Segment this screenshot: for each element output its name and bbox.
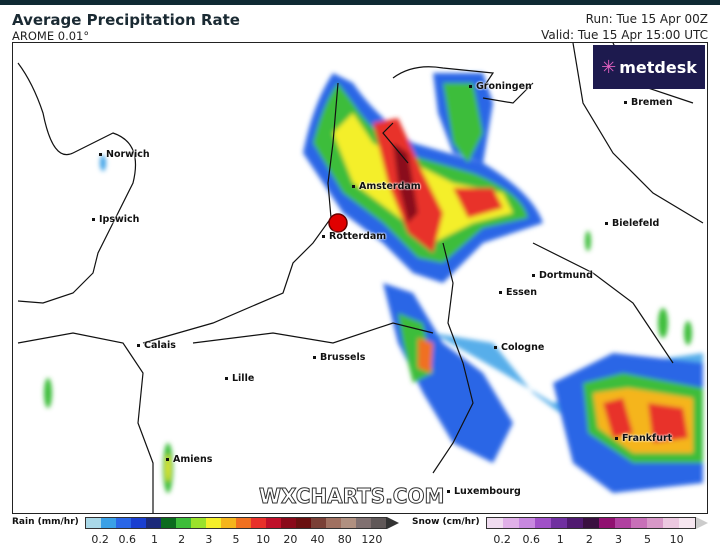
- colorbar-swatch: [535, 518, 551, 528]
- colorbar-swatch: [599, 518, 615, 528]
- tick-label: 2: [178, 533, 186, 546]
- colorbar-swatch: [341, 518, 356, 528]
- city-label: Luxembourg: [447, 486, 521, 497]
- city-label: Amiens: [166, 454, 212, 465]
- colorbar-swatch: [503, 518, 519, 528]
- colorbar-swatch: [311, 518, 326, 528]
- city-label: Dortmund: [532, 270, 593, 281]
- city-label: Amsterdam: [352, 181, 421, 192]
- tick-label: 3: [205, 533, 213, 546]
- city-label: Cologne: [494, 342, 544, 353]
- colorbar-swatch: [206, 518, 221, 528]
- location-marker: [328, 213, 348, 233]
- precip-field: [44, 73, 703, 493]
- watermark: WXCHARTS.COM: [258, 484, 445, 509]
- city-label: Essen: [499, 287, 537, 298]
- tick-label: 1: [150, 533, 158, 546]
- city-label: Brussels: [313, 352, 365, 363]
- tick-label: 80: [337, 533, 352, 546]
- tick-label: 1: [556, 533, 564, 546]
- tick-label: 0.6: [522, 533, 540, 546]
- colorbar-swatch: [296, 518, 311, 528]
- precipitation-map[interactable]: Groningen Bremen Norwich Amsterdam Ipswi…: [12, 42, 708, 514]
- tick-label: 0.6: [118, 533, 137, 546]
- rain-legend-label: Rain (mm/hr): [12, 517, 79, 527]
- city-label: Norwich: [99, 149, 150, 160]
- colorbar-swatch: [487, 518, 503, 528]
- tick-label: 0.2: [493, 533, 511, 546]
- snow-colorbar-arrow-icon: [696, 517, 708, 529]
- metdesk-logo: ✳ metdesk: [593, 45, 705, 89]
- colorbar-swatch: [221, 518, 236, 528]
- colorbar-swatch: [663, 518, 679, 528]
- colorbar-swatch: [583, 518, 599, 528]
- colorbar-swatch: [266, 518, 281, 528]
- colorbar-swatch: [236, 518, 251, 528]
- colorbar-swatch: [679, 518, 695, 528]
- colorbar-swatch: [615, 518, 631, 528]
- city-label: Frankfurt: [615, 433, 672, 444]
- tick-label: 120: [361, 533, 383, 546]
- colorbar-swatch: [191, 518, 206, 528]
- coastlines: [17, 43, 704, 513]
- colorbar-swatch: [131, 518, 146, 528]
- tick-label: 5: [644, 533, 652, 546]
- map-canvas: [17, 43, 704, 513]
- chart-title: Average Precipitation Rate: [12, 11, 240, 29]
- tick-label: 5: [232, 533, 240, 546]
- colorbar-swatch: [647, 518, 663, 528]
- colorbar-swatch: [356, 518, 371, 528]
- city-label: Bielefeld: [605, 218, 659, 229]
- colorbar-swatch: [101, 518, 116, 528]
- city-label: Bremen: [624, 97, 672, 108]
- colorbar-swatch: [519, 518, 535, 528]
- city-label: Calais: [137, 340, 176, 351]
- logo-text: metdesk: [619, 57, 697, 77]
- colorbar-swatch: [631, 518, 647, 528]
- colorbar-swatch: [176, 518, 191, 528]
- colorbar-swatch: [567, 518, 583, 528]
- colorbar-swatch: [281, 518, 296, 528]
- snow-colorbar: [486, 517, 696, 529]
- valid-time: Valid: Tue 15 Apr 15:00 UTC: [541, 28, 708, 42]
- logo-star-icon: ✳: [601, 56, 617, 78]
- tick-label: 3: [614, 533, 622, 546]
- colorbar-swatch: [161, 518, 176, 528]
- city-label: Rotterdam: [322, 231, 386, 242]
- colorbar-swatch: [326, 518, 341, 528]
- tick-label: 10: [669, 533, 684, 546]
- colorbar-swatch: [251, 518, 266, 528]
- rain-colorbar: [85, 517, 387, 529]
- tick-label: 0.2: [91, 533, 109, 546]
- run-time: Run: Tue 15 Apr 00Z: [585, 12, 708, 26]
- colorbar-swatch: [86, 518, 101, 528]
- rain-colorbar-arrow-icon: [387, 517, 399, 529]
- tick-label: 2: [585, 533, 593, 546]
- tick-label: 10: [256, 533, 271, 546]
- snow-legend-label: Snow (cm/hr): [412, 517, 480, 527]
- city-label: Lille: [225, 373, 254, 384]
- colorbar-swatch: [146, 518, 161, 528]
- colorbar-swatch: [371, 518, 386, 528]
- model-name: AROME 0.01°: [12, 29, 90, 43]
- tick-label: 20: [283, 533, 298, 546]
- top-bar: [0, 0, 720, 5]
- colorbar-swatch: [116, 518, 131, 528]
- colorbar-swatch: [551, 518, 567, 528]
- tick-label: 40: [310, 533, 325, 546]
- city-label: Groningen: [469, 81, 532, 92]
- city-label: Ipswich: [92, 214, 139, 225]
